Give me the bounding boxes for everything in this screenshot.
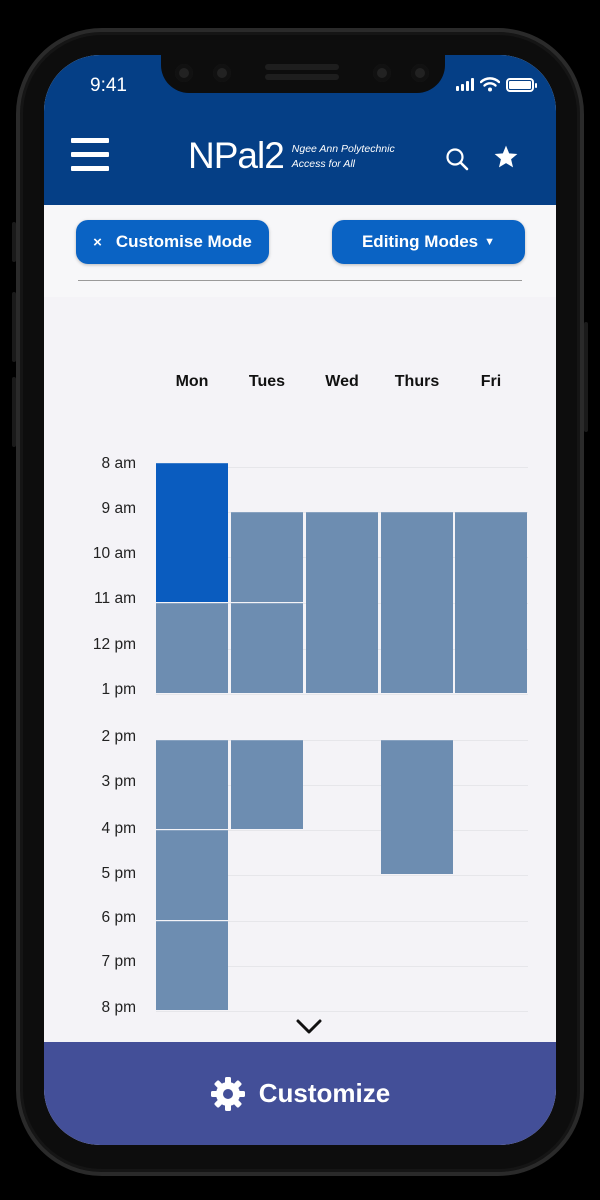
grid-line — [156, 966, 528, 967]
class-block-mon[interactable] — [156, 463, 228, 602]
class-block-thurs[interactable] — [381, 740, 453, 874]
grid-line — [156, 740, 528, 741]
editing-modes-dropdown[interactable]: Editing Modes ▼ — [332, 220, 525, 264]
time-label: 12 pm — [92, 636, 136, 653]
grid-line — [156, 1011, 528, 1012]
time-label: 8 am — [101, 455, 136, 472]
time-label: 8 pm — [101, 999, 136, 1016]
star-icon[interactable] — [493, 144, 519, 170]
editing-modes-label: Editing Modes — [361, 232, 479, 251]
cellular-signal-icon — [456, 78, 474, 91]
class-block-mon[interactable] — [156, 921, 228, 1010]
grid-line — [156, 467, 528, 468]
logo-tagline-line1: Ngee Ann Polytechnic — [291, 143, 395, 155]
logo-wordmark: NPal2 — [188, 135, 285, 176]
device-volume-up — [12, 292, 16, 362]
camera-dot — [411, 64, 429, 82]
class-block-mon[interactable] — [156, 830, 228, 920]
time-label: 6 pm — [101, 909, 136, 926]
sensor-dot — [373, 64, 391, 82]
time-label: 1 pm — [101, 681, 136, 698]
class-block-wed[interactable] — [306, 512, 378, 693]
wifi-icon — [480, 77, 500, 92]
logo-tagline: Ngee Ann Polytechnic Access for All — [292, 142, 395, 172]
toolbar-divider — [78, 280, 522, 281]
hamburger-icon[interactable] — [71, 137, 109, 173]
battery-icon — [506, 77, 537, 92]
customise-mode-button[interactable]: × Customise Mode — [76, 220, 269, 264]
time-label: 7 pm — [101, 953, 136, 970]
app-logo: NPal2 Ngee Ann Polytechnic Access for Al… — [188, 135, 395, 177]
camera-dot — [213, 64, 231, 82]
sensor-dot — [175, 64, 193, 82]
class-block-thurs[interactable] — [381, 512, 453, 693]
mode-toolbar: × Customise Mode Editing Modes ▼ — [44, 205, 556, 297]
chevron-down-icon[interactable] — [296, 1019, 322, 1035]
status-icons — [456, 77, 537, 92]
time-label: 9 am — [101, 500, 136, 517]
day-header-thurs: Thurs — [394, 373, 440, 390]
class-block-tues[interactable] — [231, 512, 303, 602]
search-icon[interactable] — [445, 147, 469, 171]
device-volume-down — [12, 377, 16, 447]
class-block-mon[interactable] — [156, 603, 228, 693]
day-header-fri: Fri — [480, 373, 502, 390]
grid-line — [156, 694, 528, 695]
class-block-mon[interactable] — [156, 740, 228, 829]
day-header-wed: Wed — [325, 373, 359, 390]
time-label: 5 pm — [101, 865, 136, 882]
caret-down-icon: ▼ — [484, 236, 496, 248]
time-label: 11 am — [94, 590, 136, 607]
time-label: 2 pm — [101, 728, 136, 745]
class-block-tues[interactable] — [231, 740, 303, 829]
app-header: 9:41 NPal2 Ngee Ann Po — [44, 55, 556, 205]
grid-line — [156, 921, 528, 922]
day-header-tues: Tues — [248, 373, 286, 390]
speaker-grille — [265, 74, 339, 80]
class-block-fri[interactable] — [455, 512, 527, 693]
time-label: 3 pm — [101, 773, 136, 790]
speaker-grille — [265, 64, 339, 70]
app-screen: 9:41 NPal2 Ngee Ann Po — [44, 55, 556, 1145]
day-header-mon: Mon — [175, 373, 209, 390]
status-time: 9:41 — [90, 75, 127, 96]
customise-mode-label: Customise Mode — [115, 232, 252, 251]
customize-label: Customize — [258, 1078, 391, 1108]
close-icon: × — [93, 233, 102, 251]
device-power-button — [584, 322, 588, 432]
time-label: 10 am — [92, 545, 136, 562]
timetable-grid: Mon Tues Wed Thurs Fri 8 am 9 am 10 am 11 am 12 … — [44, 297, 556, 1042]
customize-button[interactable]: Customize — [44, 1042, 556, 1145]
logo-tagline-line2: Access for All — [291, 158, 355, 170]
class-block-tues[interactable] — [231, 603, 303, 693]
grid-line — [156, 785, 528, 786]
gear-icon — [210, 1076, 245, 1111]
grid-line — [156, 830, 528, 831]
device-mute-switch — [12, 222, 16, 262]
time-label: 4 pm — [101, 820, 136, 837]
device-notch — [161, 55, 445, 93]
grid-line — [156, 875, 528, 876]
